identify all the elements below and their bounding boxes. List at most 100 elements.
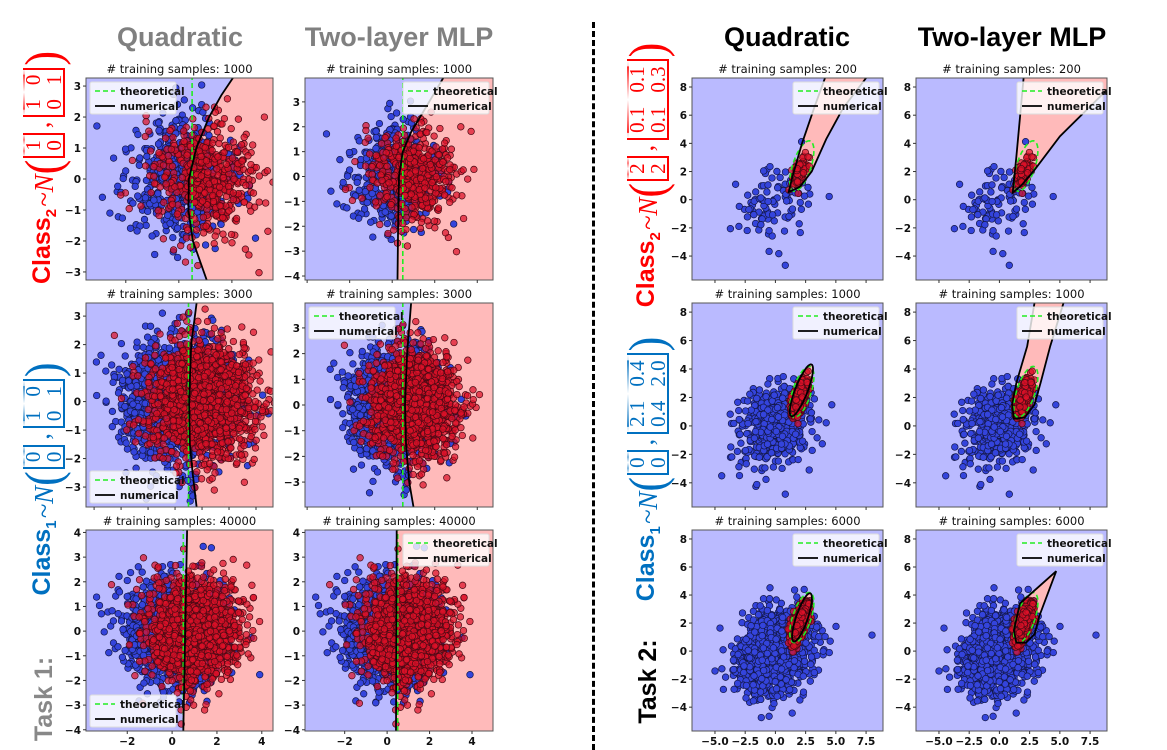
blue-point [372, 127, 380, 135]
red-point [377, 140, 386, 148]
red-point [150, 172, 158, 181]
red-point [180, 137, 188, 145]
red-point [149, 433, 157, 442]
blue-point [251, 234, 260, 242]
red-point [146, 147, 155, 155]
red-point [441, 229, 450, 237]
red-point [231, 382, 240, 390]
red-point [238, 157, 246, 165]
red-point [371, 198, 380, 206]
red-point [229, 138, 238, 146]
red-point [192, 226, 201, 234]
red-point [208, 146, 216, 155]
red-point [199, 213, 208, 221]
red-point [194, 317, 202, 325]
red-point [430, 132, 438, 140]
red-point [234, 115, 243, 123]
red-point [383, 162, 391, 170]
red-point [410, 115, 418, 123]
blue-point [158, 309, 167, 317]
blue-point [129, 400, 137, 408]
red-point [262, 199, 270, 207]
red-point [249, 328, 258, 336]
red-point [213, 448, 222, 456]
red-point [447, 145, 456, 153]
red-point [203, 317, 212, 326]
blue-point [109, 378, 117, 387]
blue-point [363, 198, 371, 207]
red-point [117, 191, 125, 199]
red-point [274, 435, 281, 442]
blue-point [115, 365, 123, 373]
red-point [364, 134, 372, 142]
red-point [361, 162, 370, 170]
blue-point [122, 439, 130, 447]
blue-point [148, 232, 156, 240]
red-point [240, 344, 248, 352]
blue-point [144, 207, 152, 216]
red-point [162, 180, 170, 188]
red-point [240, 478, 249, 486]
red-point [244, 152, 252, 160]
red-point [173, 210, 181, 218]
red-point [251, 444, 260, 452]
red-point [162, 414, 171, 423]
red-point [358, 194, 366, 202]
red-point [228, 239, 236, 247]
red-point [128, 156, 137, 165]
red-point [168, 200, 177, 208]
red-point [269, 178, 273, 186]
blue-point [150, 196, 158, 204]
red-point [219, 230, 227, 238]
red-point [418, 164, 427, 173]
red-point [173, 319, 181, 328]
blue-point [361, 187, 370, 196]
red-point [415, 144, 423, 152]
blue-point [369, 233, 377, 241]
blue-point [114, 182, 122, 190]
blue-point [343, 172, 352, 180]
red-point [141, 354, 150, 362]
blue-point [97, 351, 105, 359]
red-point [380, 154, 388, 162]
red-point [260, 431, 268, 440]
blue-point [122, 167, 130, 175]
task-separator [592, 22, 595, 750]
blue-point [355, 214, 363, 222]
red-point [240, 133, 248, 141]
red-point [213, 165, 221, 173]
blue-point [118, 214, 127, 222]
blue-point [133, 338, 141, 346]
blue-point [131, 182, 139, 191]
red-point [423, 217, 432, 225]
red-point [210, 122, 218, 130]
red-point [230, 175, 238, 183]
blue-point [129, 199, 137, 207]
red-point [235, 350, 244, 359]
red-point [178, 174, 186, 182]
red-point [202, 222, 210, 230]
header-task2-mlp: Two-layer MLP [918, 22, 1107, 53]
red-point [171, 336, 179, 344]
y-tick-label: −2 [65, 236, 81, 248]
blue-point [375, 119, 384, 128]
blue-point [387, 112, 395, 121]
blue-point [154, 119, 163, 127]
red-point [421, 194, 430, 202]
red-point [210, 239, 218, 248]
red-point [195, 336, 203, 344]
blue-point [121, 352, 129, 360]
red-point [406, 154, 414, 163]
red-point [432, 184, 440, 192]
red-point [125, 205, 133, 213]
header-task2-quadratic: Quadratic [724, 22, 850, 53]
red-point [348, 196, 357, 205]
red-point [183, 226, 192, 234]
blue-point [143, 152, 151, 161]
red-point [219, 173, 228, 182]
red-point [432, 143, 440, 151]
red-point [233, 459, 241, 467]
red-point [208, 474, 216, 483]
y-tick-label: −2 [284, 221, 300, 233]
